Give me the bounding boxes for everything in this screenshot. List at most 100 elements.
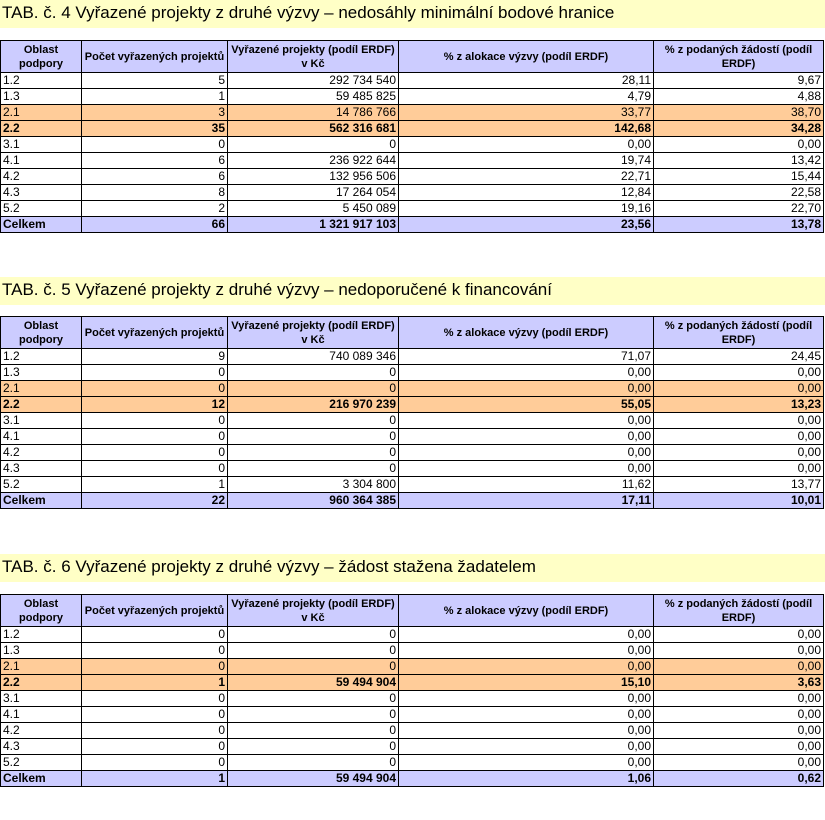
table-cell: 35: [81, 120, 228, 137]
column-header: Počet vyřazených projektů: [81, 316, 228, 349]
table-cell: 4.3: [0, 184, 82, 201]
table-cell: 0,00: [653, 412, 824, 429]
table-cell: 0,00: [398, 380, 654, 397]
table-row: 4.2 0 0 0,00 0,00: [0, 444, 824, 461]
table-cell: 216 970 239: [227, 396, 399, 413]
table-cell: 24,45: [653, 348, 824, 365]
table-5-title: TAB. č. 5 Vyřazené projekty z druhé výzv…: [2, 280, 552, 299]
total-cell: 17,11: [398, 492, 654, 509]
table-cell: 0,00: [653, 460, 824, 477]
column-header: % z alokace výzvy (podíl ERDF): [398, 316, 654, 349]
table-cell: 4.2: [0, 444, 82, 461]
table-cell: 0,00: [653, 364, 824, 381]
total-row: Celkem 66 1 321 917 103 23,56 13,78: [0, 216, 824, 233]
table-cell: 0,00: [398, 364, 654, 381]
table-cell: 0,00: [653, 136, 824, 153]
table-cell: 59 494 904: [227, 674, 399, 691]
table-cell: 0,00: [398, 428, 654, 445]
total-cell: 13,78: [653, 216, 824, 233]
table-6-title-bar: TAB. č. 6 Vyřazené projekty z druhé výzv…: [0, 554, 825, 582]
table-row: 5.2 1 3 304 800 11,62 13,77: [0, 476, 824, 493]
table-cell: 38,70: [653, 104, 824, 121]
table-row: 4.3 0 0 0,00 0,00: [0, 738, 824, 755]
table-cell: 3: [81, 104, 228, 121]
table-cell: 5.2: [0, 476, 82, 493]
table-cell: 8: [81, 184, 228, 201]
table-cell: 0,00: [398, 444, 654, 461]
table-4: Oblast podpory Počet vyřazených projektů V…: [0, 40, 824, 233]
table-cell: 4.2: [0, 168, 82, 185]
table-cell: 0: [81, 658, 228, 675]
table-cell: 4,79: [398, 88, 654, 105]
total-cell: 66: [81, 216, 228, 233]
table-cell: 3.1: [0, 412, 82, 429]
total-cell: 59 494 904: [227, 770, 399, 787]
table-cell: 0: [227, 444, 399, 461]
total-cell: 960 364 385: [227, 492, 399, 509]
table-cell: 0,00: [398, 460, 654, 477]
table-row: 2.1 0 0 0,00 0,00: [0, 658, 824, 675]
table-cell: 5.2: [0, 754, 82, 771]
table-cell: 3.1: [0, 136, 82, 153]
table-cell: 13,23: [653, 396, 824, 413]
table-cell: 3,63: [653, 674, 824, 691]
column-header: % z podaných žádostí (podíl ERDF): [653, 40, 824, 73]
table-cell: 0: [227, 380, 399, 397]
table-cell: 1.2: [0, 626, 82, 643]
table-4-title: TAB. č. 4 Vyřazené projekty z druhé výzv…: [2, 3, 615, 22]
total-cell: Celkem: [0, 216, 82, 233]
table-cell: 9: [81, 348, 228, 365]
table-cell: 1: [81, 674, 228, 691]
table-cell: 22,71: [398, 168, 654, 185]
table-row: 1.3 1 59 485 825 4,79 4,88: [0, 88, 824, 105]
table-cell: 0,00: [398, 690, 654, 707]
table-row: 4.3 8 17 264 054 12,84 22,58: [0, 184, 824, 201]
table-cell: 1.3: [0, 364, 82, 381]
table-cell: 1.3: [0, 88, 82, 105]
column-header: Oblast podpory: [0, 316, 82, 349]
table-cell: 0,00: [398, 642, 654, 659]
table-cell: 2: [81, 200, 228, 217]
column-header: Vyřazené projekty (podíl ERDF) v Kč: [227, 40, 399, 73]
table-cell: 0,00: [653, 690, 824, 707]
table-cell: 12: [81, 396, 228, 413]
column-header: Počet vyřazených projektů: [81, 40, 228, 73]
table-row: 4.2 6 132 956 506 22,71 15,44: [0, 168, 824, 185]
total-cell: Celkem: [0, 770, 82, 787]
table-cell: 0,00: [398, 738, 654, 755]
table-cell: 22,58: [653, 184, 824, 201]
table-cell: 0: [227, 460, 399, 477]
table-cell: 0,00: [653, 738, 824, 755]
table-cell: 0: [81, 754, 228, 771]
table-cell: 4.1: [0, 428, 82, 445]
table-cell: 1: [81, 476, 228, 493]
table-cell: 0,00: [653, 380, 824, 397]
table-cell: 0,00: [653, 658, 824, 675]
table-cell: 2.2: [0, 396, 82, 413]
table-row: 3.1 0 0 0,00 0,00: [0, 412, 824, 429]
table-cell: 5 450 089: [227, 200, 399, 217]
table-cell: 2.1: [0, 104, 82, 121]
table-4-header: Oblast podpory Počet vyřazených projektů V…: [0, 40, 824, 73]
column-header: % z alokace výzvy (podíl ERDF): [398, 40, 654, 73]
column-header: Oblast podpory: [0, 594, 82, 627]
table-cell: 0: [81, 722, 228, 739]
total-cell: 10,01: [653, 492, 824, 509]
table-cell: 14 786 766: [227, 104, 399, 121]
table-row: 4.3 0 0 0,00 0,00: [0, 460, 824, 477]
table-cell: 0: [227, 412, 399, 429]
table-cell: 5: [81, 72, 228, 89]
table-cell: 1.3: [0, 642, 82, 659]
table-5-header: Oblast podpory Počet vyřazených projektů V…: [0, 316, 824, 349]
table-cell: 1: [81, 88, 228, 105]
table-6-header: Oblast podpory Počet vyřazených projektů V…: [0, 594, 824, 627]
table-cell: 0: [81, 412, 228, 429]
total-cell: 0,62: [653, 770, 824, 787]
table-cell: 0,00: [398, 136, 654, 153]
table-row: 3.1 0 0 0,00 0,00: [0, 136, 824, 153]
total-cell: Celkem: [0, 492, 82, 509]
table-cell: 12,84: [398, 184, 654, 201]
table-cell: 9,67: [653, 72, 824, 89]
column-header: % z alokace výzvy (podíl ERDF): [398, 594, 654, 627]
table-5: Oblast podpory Počet vyřazených projektů V…: [0, 316, 824, 509]
